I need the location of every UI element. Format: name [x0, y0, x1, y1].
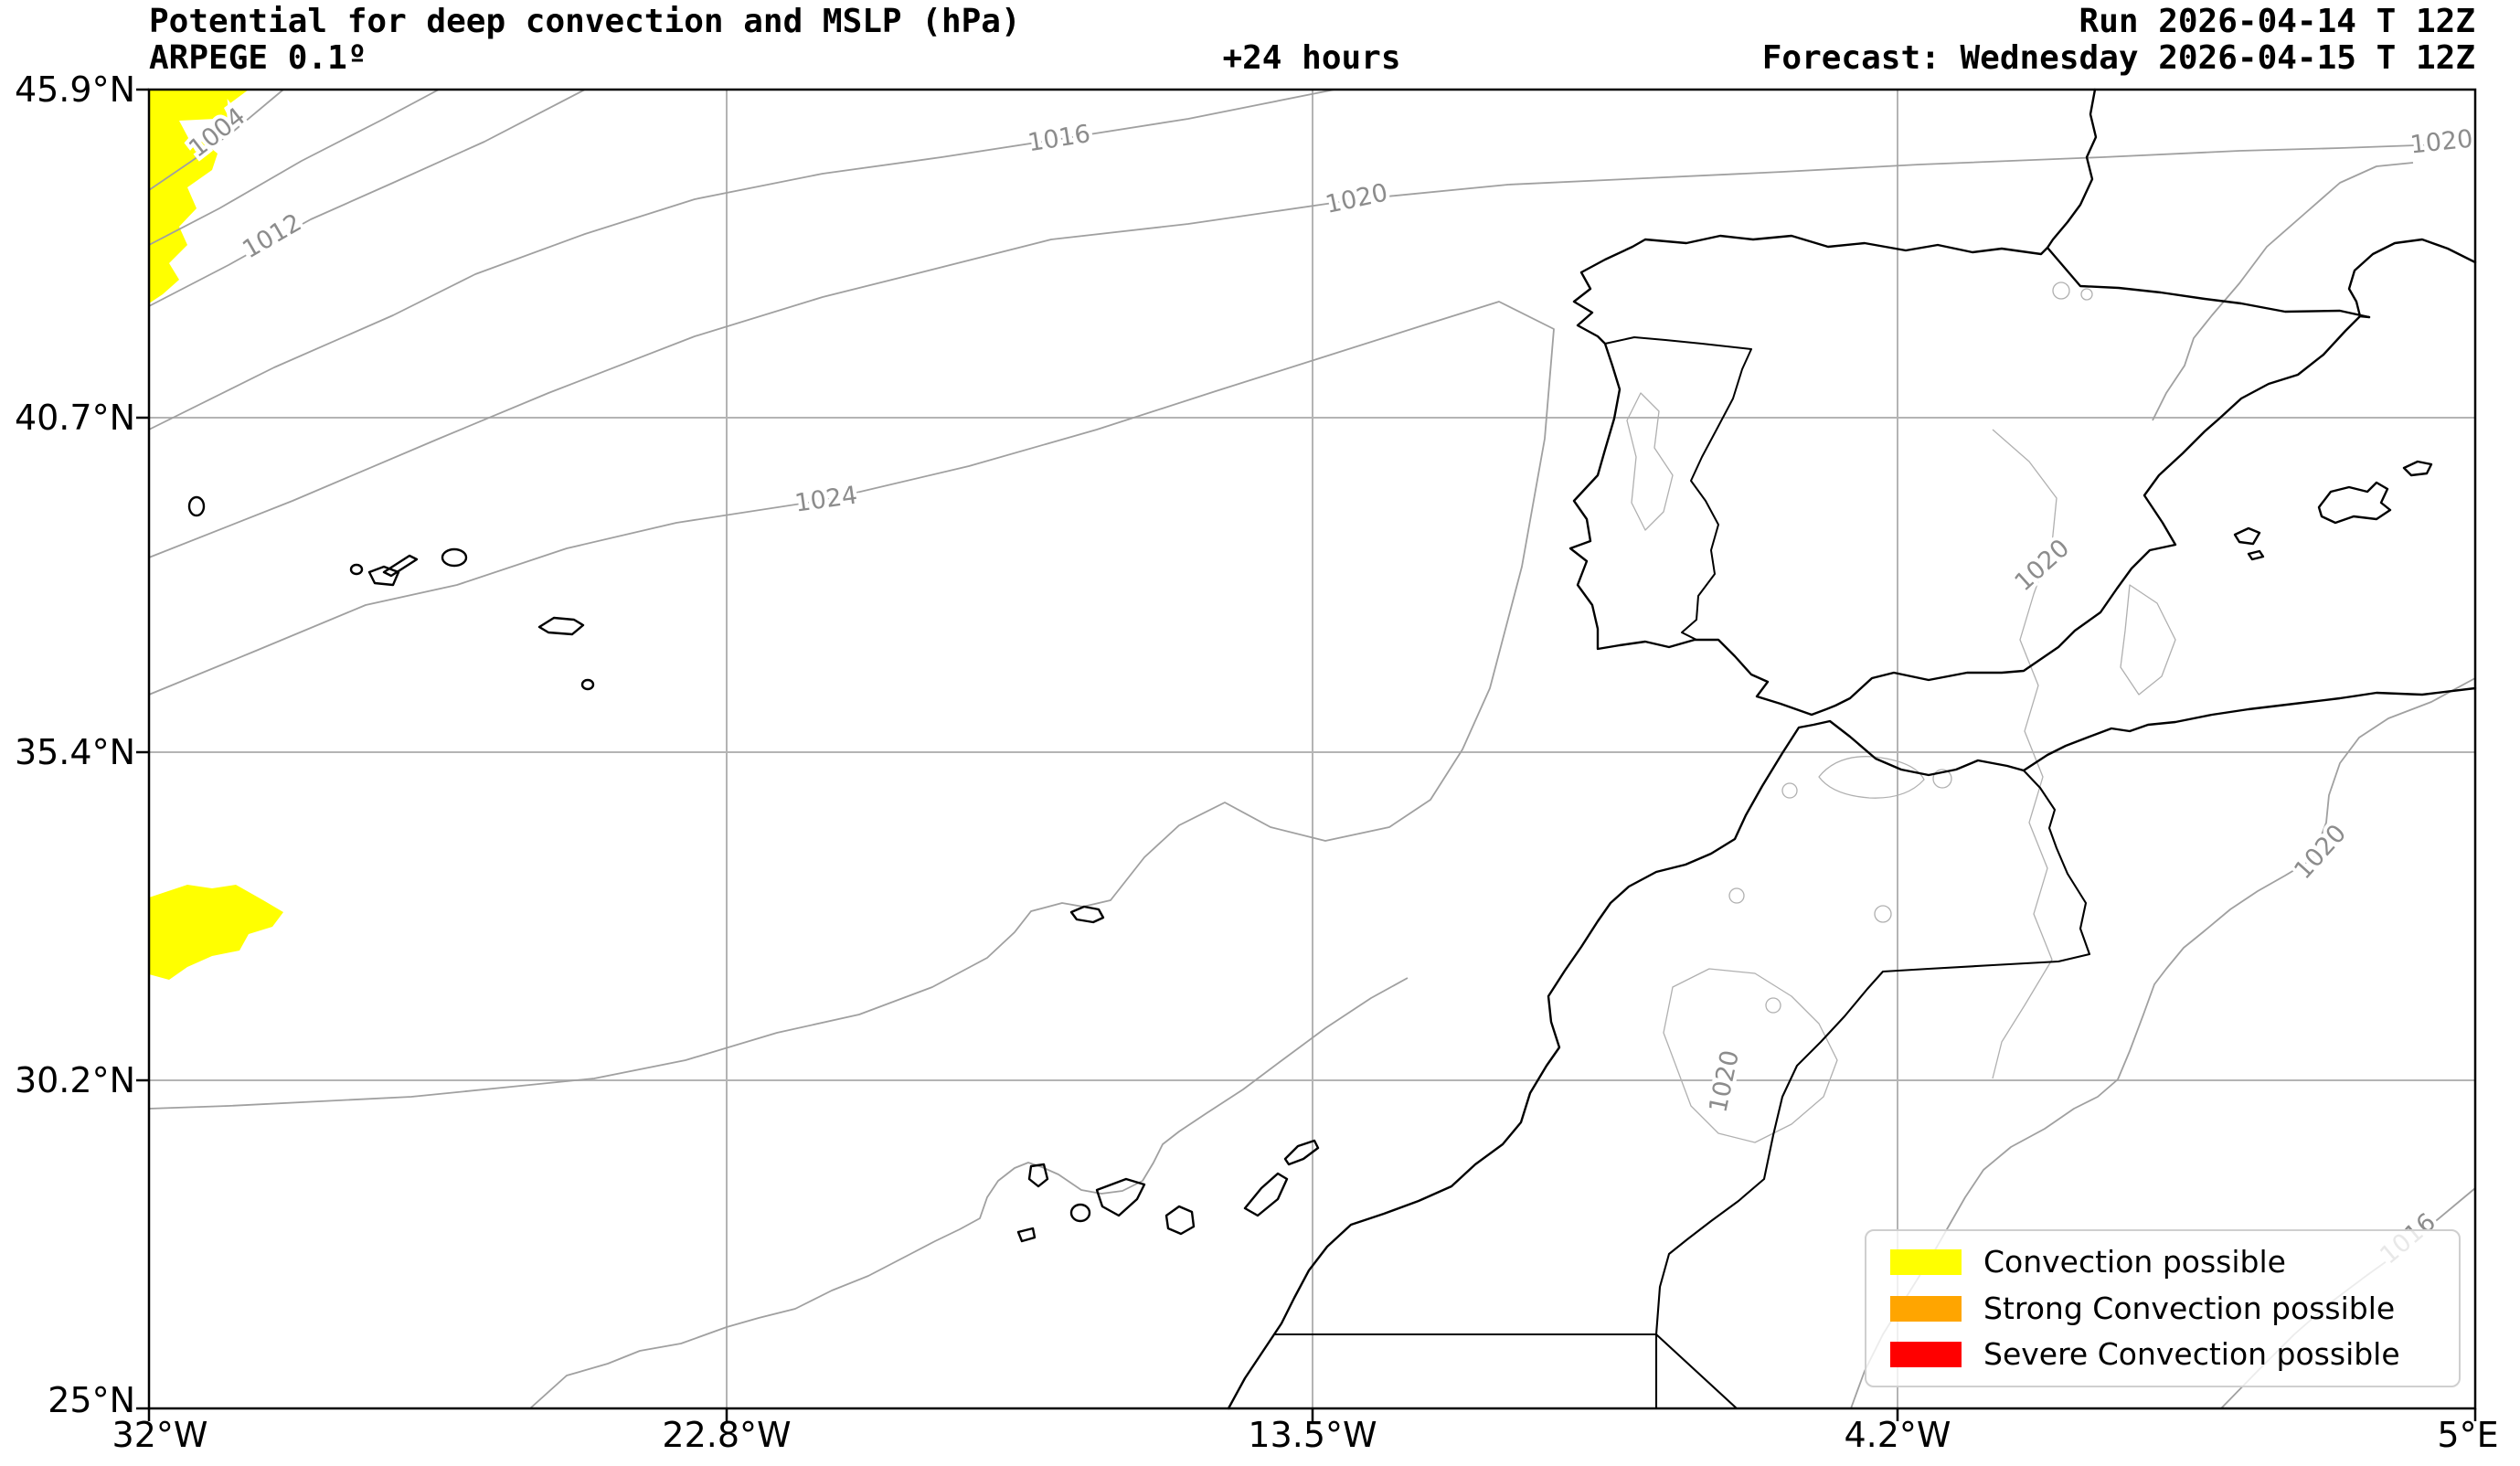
- legend-item-severe-convection: Severe Convection possible: [1866, 1339, 2459, 1370]
- isobar-label: 1020: [1323, 178, 1390, 219]
- island-azores-6: [537, 616, 585, 636]
- island-azores-3: [367, 565, 400, 587]
- coast-iberia: [1568, 234, 2371, 717]
- legend-item-strong-convection: Strong Convection possible: [1866, 1290, 2459, 1326]
- isobar-label: 1024: [793, 481, 859, 517]
- legend: Convection possible Strong Convection po…: [1865, 1229, 2461, 1387]
- coast-north-africa: [1227, 686, 2477, 1410]
- lead-time-label: +24 hours: [1222, 39, 1401, 77]
- x-tick-22-8w: 22.8°W: [662, 1415, 792, 1455]
- y-tick-35-4n: 35.4°N: [14, 732, 135, 772]
- isobar-1020-branch: [2152, 162, 2414, 421]
- minor-contours: [1626, 282, 2176, 1143]
- island-lanzarote: [1283, 1139, 1320, 1166]
- island-azores-5: [441, 547, 468, 568]
- island-azores-2: [349, 563, 364, 576]
- coast-france-med: [2347, 238, 2477, 318]
- grid-lines: [149, 90, 2475, 1408]
- isobar-label: 1020: [1704, 1047, 1745, 1115]
- island-azores-1: [187, 495, 206, 517]
- isobar-contours: [148, 89, 2476, 1409]
- convection-area-west: [149, 885, 283, 980]
- x-tick-5e: 5°E: [2437, 1415, 2499, 1455]
- legend-swatch-yellow: [1890, 1248, 1962, 1275]
- island-ibiza: [2233, 526, 2261, 546]
- island-el-hierro: [1016, 1227, 1037, 1243]
- island-fuerteventura: [1243, 1172, 1289, 1217]
- island-tenerife: [1095, 1177, 1146, 1217]
- island-la-palma: [1027, 1163, 1049, 1188]
- border-portugal-spain: [1604, 336, 1752, 641]
- legend-swatch-orange: [1890, 1295, 1962, 1322]
- border-western-sahara: [1272, 1333, 1738, 1410]
- island-mallorca: [2317, 481, 2392, 525]
- isobar-label: 1020: [2009, 534, 2075, 597]
- legend-swatch-red: [1890, 1342, 1962, 1368]
- isobar-label: 1016: [1026, 120, 1092, 157]
- legend-label: Strong Convection possible: [1983, 1290, 2396, 1326]
- island-azores-7: [580, 678, 595, 691]
- isobar-label: 1012: [238, 208, 306, 264]
- island-menorca: [2402, 460, 2433, 477]
- isobar-1008: [148, 89, 440, 246]
- y-tick-25n: 25°N: [48, 1380, 135, 1420]
- isobar-1012: [148, 89, 586, 307]
- island-formentera: [2247, 549, 2265, 561]
- isobar-1004: [148, 89, 284, 191]
- isobar-label: 1020: [2408, 125, 2474, 160]
- border-morocco-algeria: [1654, 769, 2091, 1336]
- run-label: Run 2026-04-14 T 12Z: [2079, 3, 2475, 40]
- island-azores-4: [382, 554, 419, 578]
- x-tick-13-5w: 13.5°W: [1248, 1415, 1377, 1455]
- x-tick-4-2w: 4.2°W: [1844, 1415, 1951, 1455]
- convection-areas: [149, 90, 283, 980]
- border-spain-france: [2046, 246, 2371, 319]
- y-tick-45-9n: 45.9°N: [14, 69, 135, 110]
- legend-label: Severe Convection possible: [1983, 1336, 2400, 1373]
- isobar-label: 1020: [2289, 819, 2352, 885]
- page-title: Potential for deep convection and MSLP (…: [149, 3, 1021, 40]
- y-tick-30-2n: 30.2°N: [14, 1060, 135, 1100]
- y-tick-40-7n: 40.7°N: [14, 398, 135, 438]
- x-tick-32w: 32°W: [112, 1415, 208, 1455]
- convection-area-northwest: [149, 90, 249, 303]
- axis-ticks: [136, 88, 2477, 1421]
- island-la-gomera: [1069, 1203, 1091, 1223]
- legend-item-convection: Convection possible: [1866, 1243, 2459, 1280]
- forecast-label: Forecast: Wednesday 2026-04-15 T 12Z: [1761, 39, 2475, 77]
- model-label: ARPEGE 0.1º: [149, 39, 367, 77]
- isobar-1016-b: [529, 977, 1409, 1409]
- coast-france-atlantic: [2046, 88, 2098, 250]
- coastlines: [187, 88, 2477, 1410]
- legend-label: Convection possible: [1983, 1243, 2286, 1280]
- island-gran-canaria: [1164, 1205, 1196, 1236]
- isobar-labels: 1004 1012 1016 1020 1024 1020 1020 1020 …: [180, 99, 2478, 1274]
- plot-frame: [136, 88, 2477, 1421]
- island-madeira: [1069, 905, 1105, 924]
- isobar-1024: [148, 301, 1555, 1110]
- isobar-1016-a: [148, 89, 1335, 430]
- isobar-1020-a: [148, 142, 2476, 558]
